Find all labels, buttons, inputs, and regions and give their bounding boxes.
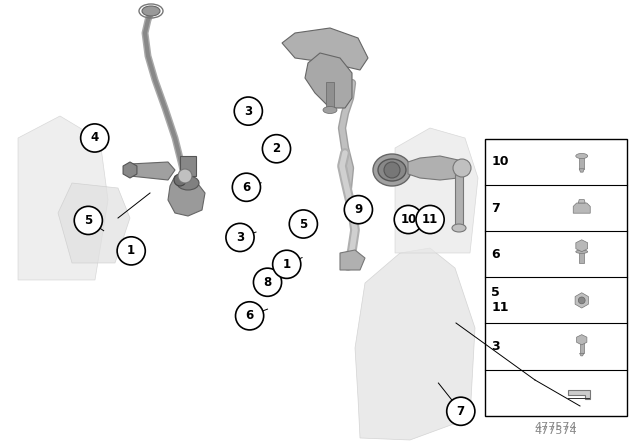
Polygon shape bbox=[576, 240, 588, 252]
Polygon shape bbox=[130, 162, 175, 180]
Bar bbox=[455, 168, 463, 228]
Polygon shape bbox=[123, 162, 137, 178]
Text: 9: 9 bbox=[355, 203, 362, 216]
Circle shape bbox=[384, 162, 400, 178]
Text: 6: 6 bbox=[243, 181, 250, 194]
Circle shape bbox=[447, 397, 475, 425]
Circle shape bbox=[453, 159, 471, 177]
Text: 5: 5 bbox=[84, 214, 92, 227]
Text: 5: 5 bbox=[300, 217, 307, 231]
Text: 10: 10 bbox=[491, 155, 509, 168]
Polygon shape bbox=[168, 176, 205, 216]
Text: 7: 7 bbox=[491, 202, 500, 215]
Polygon shape bbox=[573, 203, 590, 213]
Ellipse shape bbox=[576, 250, 588, 254]
Circle shape bbox=[416, 206, 444, 233]
Circle shape bbox=[232, 173, 260, 201]
Circle shape bbox=[74, 207, 102, 234]
Text: 1: 1 bbox=[127, 244, 135, 258]
Ellipse shape bbox=[452, 224, 466, 232]
Text: 6: 6 bbox=[246, 309, 253, 323]
Circle shape bbox=[394, 206, 422, 233]
Text: 10: 10 bbox=[400, 213, 417, 226]
Ellipse shape bbox=[323, 107, 337, 113]
Circle shape bbox=[273, 250, 301, 278]
Ellipse shape bbox=[576, 154, 588, 159]
Circle shape bbox=[344, 196, 372, 224]
Text: 7: 7 bbox=[457, 405, 465, 418]
Polygon shape bbox=[355, 248, 475, 440]
Text: 477574: 477574 bbox=[535, 422, 577, 432]
Text: 6: 6 bbox=[491, 248, 500, 261]
Bar bbox=[326, 82, 334, 110]
Text: 4: 4 bbox=[91, 131, 99, 145]
Circle shape bbox=[253, 268, 282, 296]
Ellipse shape bbox=[177, 176, 199, 190]
Polygon shape bbox=[305, 53, 352, 108]
Polygon shape bbox=[395, 128, 478, 253]
Ellipse shape bbox=[378, 159, 406, 181]
Circle shape bbox=[234, 97, 262, 125]
Bar bbox=[579, 252, 584, 263]
Bar bbox=[180, 156, 196, 176]
Polygon shape bbox=[579, 200, 585, 203]
Ellipse shape bbox=[142, 6, 160, 16]
Text: 2: 2 bbox=[273, 142, 280, 155]
Text: 3: 3 bbox=[236, 231, 244, 244]
Polygon shape bbox=[58, 183, 130, 263]
Circle shape bbox=[81, 124, 109, 152]
Polygon shape bbox=[18, 116, 108, 280]
Text: 11: 11 bbox=[422, 213, 438, 226]
Text: 5
11: 5 11 bbox=[491, 286, 509, 314]
Ellipse shape bbox=[373, 154, 411, 186]
Bar bbox=[485, 139, 627, 416]
Circle shape bbox=[117, 237, 145, 265]
Text: 1: 1 bbox=[283, 258, 291, 271]
Polygon shape bbox=[408, 156, 462, 180]
Text: 8: 8 bbox=[264, 276, 271, 289]
Polygon shape bbox=[577, 335, 587, 345]
Bar bbox=[579, 156, 584, 169]
Circle shape bbox=[174, 174, 186, 186]
Circle shape bbox=[178, 169, 192, 183]
Polygon shape bbox=[282, 28, 368, 70]
Text: 477574: 477574 bbox=[535, 426, 577, 436]
Circle shape bbox=[579, 297, 585, 304]
Polygon shape bbox=[575, 293, 588, 308]
Polygon shape bbox=[580, 353, 584, 356]
Polygon shape bbox=[568, 390, 590, 400]
Circle shape bbox=[262, 135, 291, 163]
Polygon shape bbox=[579, 169, 584, 172]
Text: 3: 3 bbox=[491, 340, 500, 353]
Circle shape bbox=[236, 302, 264, 330]
Polygon shape bbox=[340, 250, 365, 270]
Text: 3: 3 bbox=[244, 104, 252, 118]
Circle shape bbox=[289, 210, 317, 238]
Circle shape bbox=[226, 224, 254, 251]
Bar bbox=[580, 340, 584, 353]
Bar bbox=[568, 398, 590, 400]
